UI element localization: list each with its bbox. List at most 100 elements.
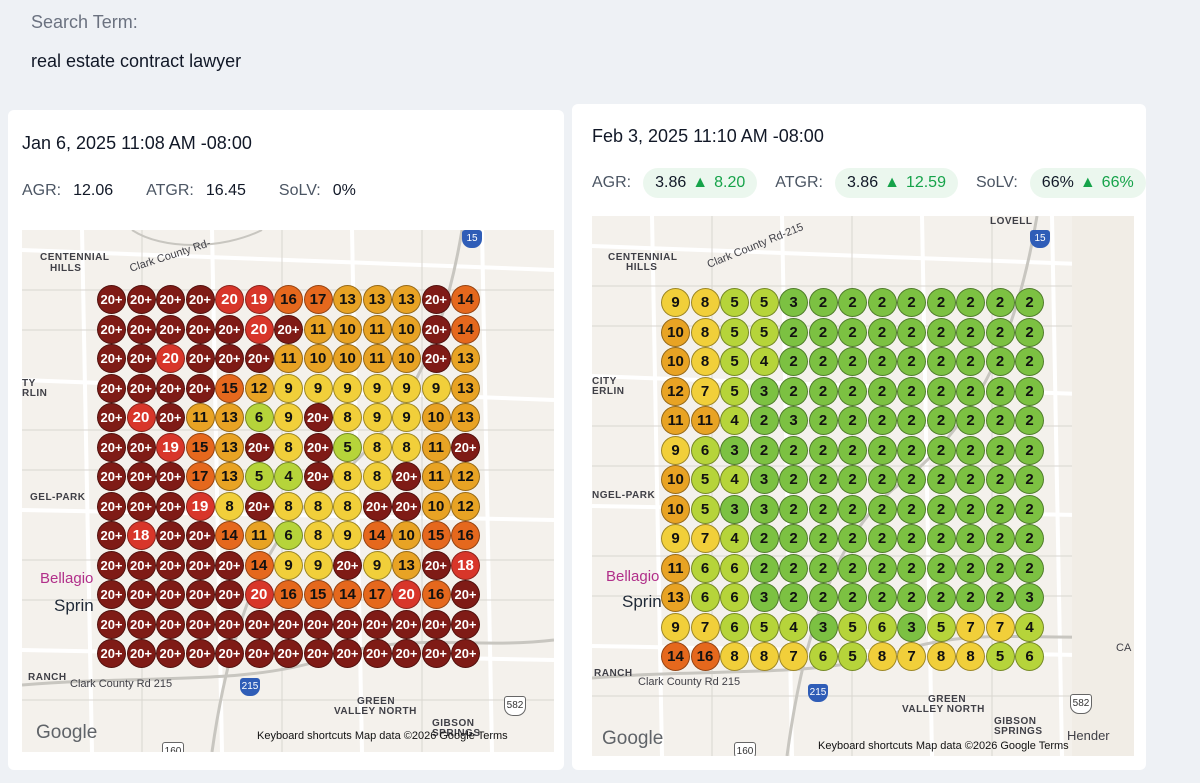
rank-dot[interactable]: 2: [897, 583, 926, 612]
rank-dot[interactable]: 2: [838, 494, 867, 524]
rank-dot[interactable]: 20+: [185, 639, 215, 668]
rank-dot[interactable]: 8: [690, 288, 720, 317]
rank-dot[interactable]: 20+: [185, 285, 215, 314]
rank-dot[interactable]: 7: [690, 524, 720, 553]
rank-dot[interactable]: 3: [779, 288, 808, 317]
rank-dot[interactable]: 6: [690, 583, 720, 612]
rank-dot[interactable]: 20+: [185, 521, 215, 550]
rank-dot[interactable]: 20+: [156, 285, 185, 314]
rank-dot[interactable]: 2: [838, 465, 867, 494]
rank-dot[interactable]: 3: [1015, 583, 1044, 612]
rank-dot[interactable]: 10: [303, 344, 333, 373]
rank-dot[interactable]: 2: [1015, 406, 1044, 435]
rank-dot[interactable]: 14: [451, 285, 480, 314]
rank-dot[interactable]: 8: [392, 432, 421, 462]
rank-dot[interactable]: 18: [451, 550, 480, 580]
rank-dot[interactable]: 9: [274, 403, 303, 432]
rank-dot[interactable]: 2: [838, 288, 867, 317]
rank-dot[interactable]: 2: [838, 524, 867, 553]
rank-dot[interactable]: 3: [749, 583, 779, 612]
rank-dot[interactable]: 2: [897, 406, 926, 435]
rank-dot[interactable]: 2: [808, 583, 838, 612]
rank-dot[interactable]: 2: [897, 376, 926, 406]
rank-dot[interactable]: 8: [303, 521, 333, 550]
rank-dot[interactable]: 20+: [274, 639, 303, 668]
rank-dot[interactable]: 2: [779, 553, 808, 583]
rank-dot[interactable]: 2: [779, 376, 808, 406]
rank-dot[interactable]: 20+: [362, 639, 392, 668]
rank-dot[interactable]: 2: [926, 553, 956, 583]
rank-dot[interactable]: 13: [451, 373, 480, 403]
rank-dot[interactable]: 19: [244, 285, 274, 314]
rank-dot[interactable]: 2: [956, 553, 985, 583]
rank-dot[interactable]: 20+: [303, 639, 333, 668]
rank-dot[interactable]: 17: [185, 462, 215, 491]
rank-dot[interactable]: 20+: [126, 462, 156, 491]
rank-dot[interactable]: 2: [867, 553, 897, 583]
rank-dot[interactable]: 3: [897, 612, 926, 642]
rank-dot[interactable]: 20+: [185, 314, 215, 344]
rank-dot[interactable]: 2: [956, 583, 985, 612]
rank-dot[interactable]: 20+: [126, 609, 156, 639]
rank-dot[interactable]: 8: [956, 642, 985, 671]
rank-dot[interactable]: 20+: [362, 609, 392, 639]
rank-dot[interactable]: 20+: [392, 609, 421, 639]
rank-dot[interactable]: 20+: [392, 462, 421, 491]
rank-dot[interactable]: 2: [897, 317, 926, 347]
rank-dot[interactable]: 20+: [156, 403, 185, 432]
rank-dot[interactable]: 10: [661, 317, 690, 347]
rank-dot[interactable]: 20+: [333, 609, 362, 639]
rank-dot[interactable]: 20+: [421, 285, 451, 314]
rank-dot[interactable]: 20+: [451, 580, 480, 609]
rank-dot[interactable]: 13: [333, 285, 362, 314]
rank-dot[interactable]: 20+: [421, 639, 451, 668]
rank-dot[interactable]: 20+: [97, 373, 126, 403]
rank-dot[interactable]: 2: [956, 376, 985, 406]
rank-dot[interactable]: 5: [720, 317, 749, 347]
rank-dot[interactable]: 2: [985, 347, 1015, 376]
rank-dot[interactable]: 5: [838, 642, 867, 671]
rank-dot[interactable]: 3: [720, 494, 749, 524]
rank-dot[interactable]: 9: [661, 612, 690, 642]
rank-dot[interactable]: 18: [126, 521, 156, 550]
heatmap-map[interactable]: CENTENNIAL HILLS Clark County Rd- TY RLI…: [22, 230, 554, 752]
rank-dot[interactable]: 2: [1015, 317, 1044, 347]
rank-dot[interactable]: 7: [779, 642, 808, 671]
rank-dot[interactable]: 2: [779, 524, 808, 553]
rank-dot[interactable]: 2: [926, 288, 956, 317]
rank-dot[interactable]: 2: [808, 524, 838, 553]
rank-dot[interactable]: 20+: [421, 314, 451, 344]
rank-dot[interactable]: 5: [749, 288, 779, 317]
rank-dot[interactable]: 20: [244, 580, 274, 609]
rank-dot[interactable]: 6: [1015, 642, 1044, 671]
rank-dot[interactable]: 2: [838, 553, 867, 583]
rank-dot[interactable]: 4: [779, 612, 808, 642]
rank-dot[interactable]: 20+: [421, 609, 451, 639]
rank-dot[interactable]: 2: [985, 376, 1015, 406]
rank-dot[interactable]: 20+: [185, 580, 215, 609]
rank-dot[interactable]: 19: [185, 491, 215, 521]
rank-dot[interactable]: 10: [333, 314, 362, 344]
rank-dot[interactable]: 11: [244, 521, 274, 550]
rank-dot[interactable]: 12: [661, 376, 690, 406]
rank-dot[interactable]: 5: [838, 612, 867, 642]
rank-dot[interactable]: 17: [303, 285, 333, 314]
rank-dot[interactable]: 8: [274, 432, 303, 462]
rank-dot[interactable]: 5: [244, 462, 274, 491]
rank-dot[interactable]: 20+: [362, 491, 392, 521]
rank-dot[interactable]: 2: [897, 524, 926, 553]
rank-dot[interactable]: 8: [690, 347, 720, 376]
rank-dot[interactable]: 13: [451, 344, 480, 373]
rank-dot[interactable]: 20+: [303, 432, 333, 462]
rank-dot[interactable]: 2: [897, 553, 926, 583]
rank-dot[interactable]: 2: [897, 494, 926, 524]
rank-dot[interactable]: 20+: [126, 432, 156, 462]
rank-dot[interactable]: 2: [838, 435, 867, 465]
rank-dot[interactable]: 2: [838, 406, 867, 435]
rank-dot[interactable]: 20: [156, 344, 185, 373]
rank-dot[interactable]: 20: [392, 580, 421, 609]
rank-dot[interactable]: 7: [690, 376, 720, 406]
rank-dot[interactable]: 20+: [421, 550, 451, 580]
rank-dot[interactable]: 9: [392, 403, 421, 432]
rank-dot[interactable]: 10: [661, 494, 690, 524]
